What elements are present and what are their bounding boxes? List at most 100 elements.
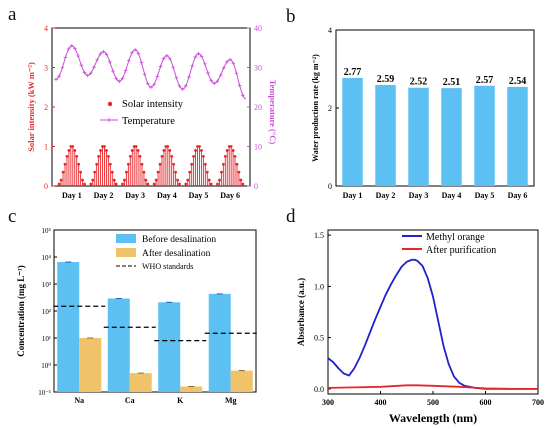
panel-a-temperature-point — [222, 65, 226, 70]
panel-b-xtick-label: Day 4 — [442, 191, 462, 200]
panel-a-solar-point — [73, 149, 77, 152]
panel-a-temperature-point — [133, 47, 137, 52]
panel-a-temperature-point — [70, 43, 74, 48]
panel-a-solar-point — [124, 170, 128, 174]
panel-a-temperature-point — [117, 79, 122, 84]
panel-d-legend-methyl: Methyl orange — [426, 232, 485, 243]
panel-a-ytick-right-label: 20 — [254, 103, 262, 112]
panel-a-solar-point — [81, 178, 84, 182]
panel-a-temperature-point — [142, 72, 147, 77]
panel-a-ytick-right-label: 0 — [254, 182, 258, 191]
panel-d-xtick-label: 400 — [375, 398, 387, 407]
panel-a-solar-point — [216, 182, 219, 186]
panel-a-temperature-point — [155, 74, 160, 79]
panel-a-temperature-point — [165, 53, 169, 58]
panel-a-solar-point — [134, 145, 138, 148]
panel-a-temperature-point — [152, 82, 156, 87]
panel-a-solar-point — [227, 145, 231, 148]
panel-a-solar-point — [233, 154, 237, 158]
panel-a-temperature-point — [79, 63, 84, 67]
panel-a-temperature-point — [237, 83, 242, 88]
panel-a-solar-point — [229, 145, 233, 148]
panel-a-solar-point — [112, 178, 116, 182]
panel-a-solar-point — [101, 145, 104, 148]
panel-a-ytick-label: 0 — [44, 182, 48, 191]
panel-d-ytick-label: 1.5 — [314, 231, 324, 240]
panel-a-solar-point — [218, 178, 221, 182]
panel-d-ytick-label: 0.5 — [314, 334, 324, 343]
panel-a-solar-point — [168, 149, 172, 152]
panel-a-temperature-point — [203, 62, 207, 66]
panel-a-temperature-point — [130, 50, 134, 55]
panel-a-solar-point — [140, 162, 144, 166]
panel-a-solar-point — [164, 145, 168, 148]
panel-b-ytick-label: 2 — [328, 104, 332, 113]
panel-c-bar-before — [158, 302, 181, 392]
panel-a-temperature-point — [120, 76, 125, 81]
panel-c-xtick-label: Mg — [225, 396, 237, 405]
panel-b-bar — [342, 77, 363, 186]
panel-a-ytick-right-label: 30 — [254, 64, 262, 73]
panel-a-solar-point — [194, 149, 197, 152]
panel-a-solar-point — [172, 162, 176, 166]
panel-b-ytick-label: 0 — [328, 182, 332, 191]
panel-a-legend-solar: Solar intensity — [122, 99, 184, 110]
panel-c-ytick-label: 10² — [42, 308, 51, 316]
panel-a-legend-solar-marker — [107, 101, 113, 107]
panel-a-solar-point — [93, 170, 97, 174]
panel-b-bar — [408, 87, 429, 186]
panel-c-bar-after — [79, 338, 102, 392]
panel-a-temperature-point — [209, 78, 213, 83]
panel-a-temperature-point — [241, 93, 245, 98]
panel-a-temperature-point — [225, 60, 229, 64]
panel-a-temperature-point — [136, 51, 141, 56]
panel-a-solar-point — [110, 170, 114, 174]
panel-a-solar-point — [225, 149, 229, 152]
panel-a-xtick-label: Day 3 — [125, 191, 145, 200]
panel-b-xtick-label: Day 1 — [343, 191, 363, 200]
panel-d-xtick-label: 700 — [532, 398, 544, 407]
panel-b-xtick-label: Day 5 — [475, 191, 495, 200]
panel-b-value-label: 2.52 — [410, 77, 428, 88]
panel-a-solar-point — [99, 149, 102, 152]
panel-c-legend-after: After desalination — [142, 248, 211, 259]
panel-a-solar-point — [160, 154, 164, 158]
panel-a-temperature-point — [174, 75, 179, 80]
panel-a-solar-point — [174, 170, 178, 174]
panel-c-legend-before: Before desalination — [142, 234, 216, 245]
panel-a-solar-point — [170, 154, 174, 158]
panel-a-solar-point — [154, 178, 158, 182]
panel-a-solar-point — [108, 162, 112, 166]
panel-a-temperature-point — [127, 58, 131, 63]
panel-a-temperature-point — [63, 55, 68, 60]
panel-a-solar-point — [67, 149, 71, 152]
panel-b-bar — [474, 85, 495, 186]
panel-a-solar-point — [79, 170, 83, 174]
panel-b-ytick-label: 4 — [328, 26, 332, 35]
panel-a-temperature-point — [76, 54, 80, 58]
panel-a-solar-point — [89, 182, 93, 186]
panel-a-temperature-point — [177, 84, 182, 88]
panel-a-ytick-label: 2 — [44, 103, 48, 112]
panel-d-after-purification-line — [327, 384, 538, 390]
panel-a-ylabel: Solar intensity (kW m⁻²) — [26, 62, 36, 152]
panel-a-temperature-point — [111, 69, 115, 73]
panel-a-temperature-point — [57, 74, 61, 78]
panel-a-temperature-point — [168, 57, 172, 61]
panel-b-bar — [441, 88, 462, 186]
panel-a-solar-point — [196, 145, 199, 148]
panel-a-temperature-point — [171, 65, 175, 70]
panel-a-solar-point — [146, 182, 150, 186]
panel-c-ytick-label: 10⁵ — [42, 227, 52, 235]
panel-a-xtick-label: Day 1 — [62, 191, 82, 200]
panel-a-solar-point — [156, 170, 160, 174]
panel-b-xtick-label: Day 3 — [409, 191, 429, 200]
panel-a-solar-point — [132, 145, 136, 148]
panel-a-xtick-label: Day 5 — [189, 191, 209, 200]
panel-d-methyl-orange-line — [327, 258, 538, 390]
panel-c-legend-before-swatch — [116, 234, 136, 243]
panel-a-solar-point — [71, 145, 75, 148]
panel-a-solar-point — [176, 178, 179, 182]
panel-a-solar-point — [57, 182, 61, 186]
panel-c-ytick-label: 10³ — [42, 281, 51, 289]
